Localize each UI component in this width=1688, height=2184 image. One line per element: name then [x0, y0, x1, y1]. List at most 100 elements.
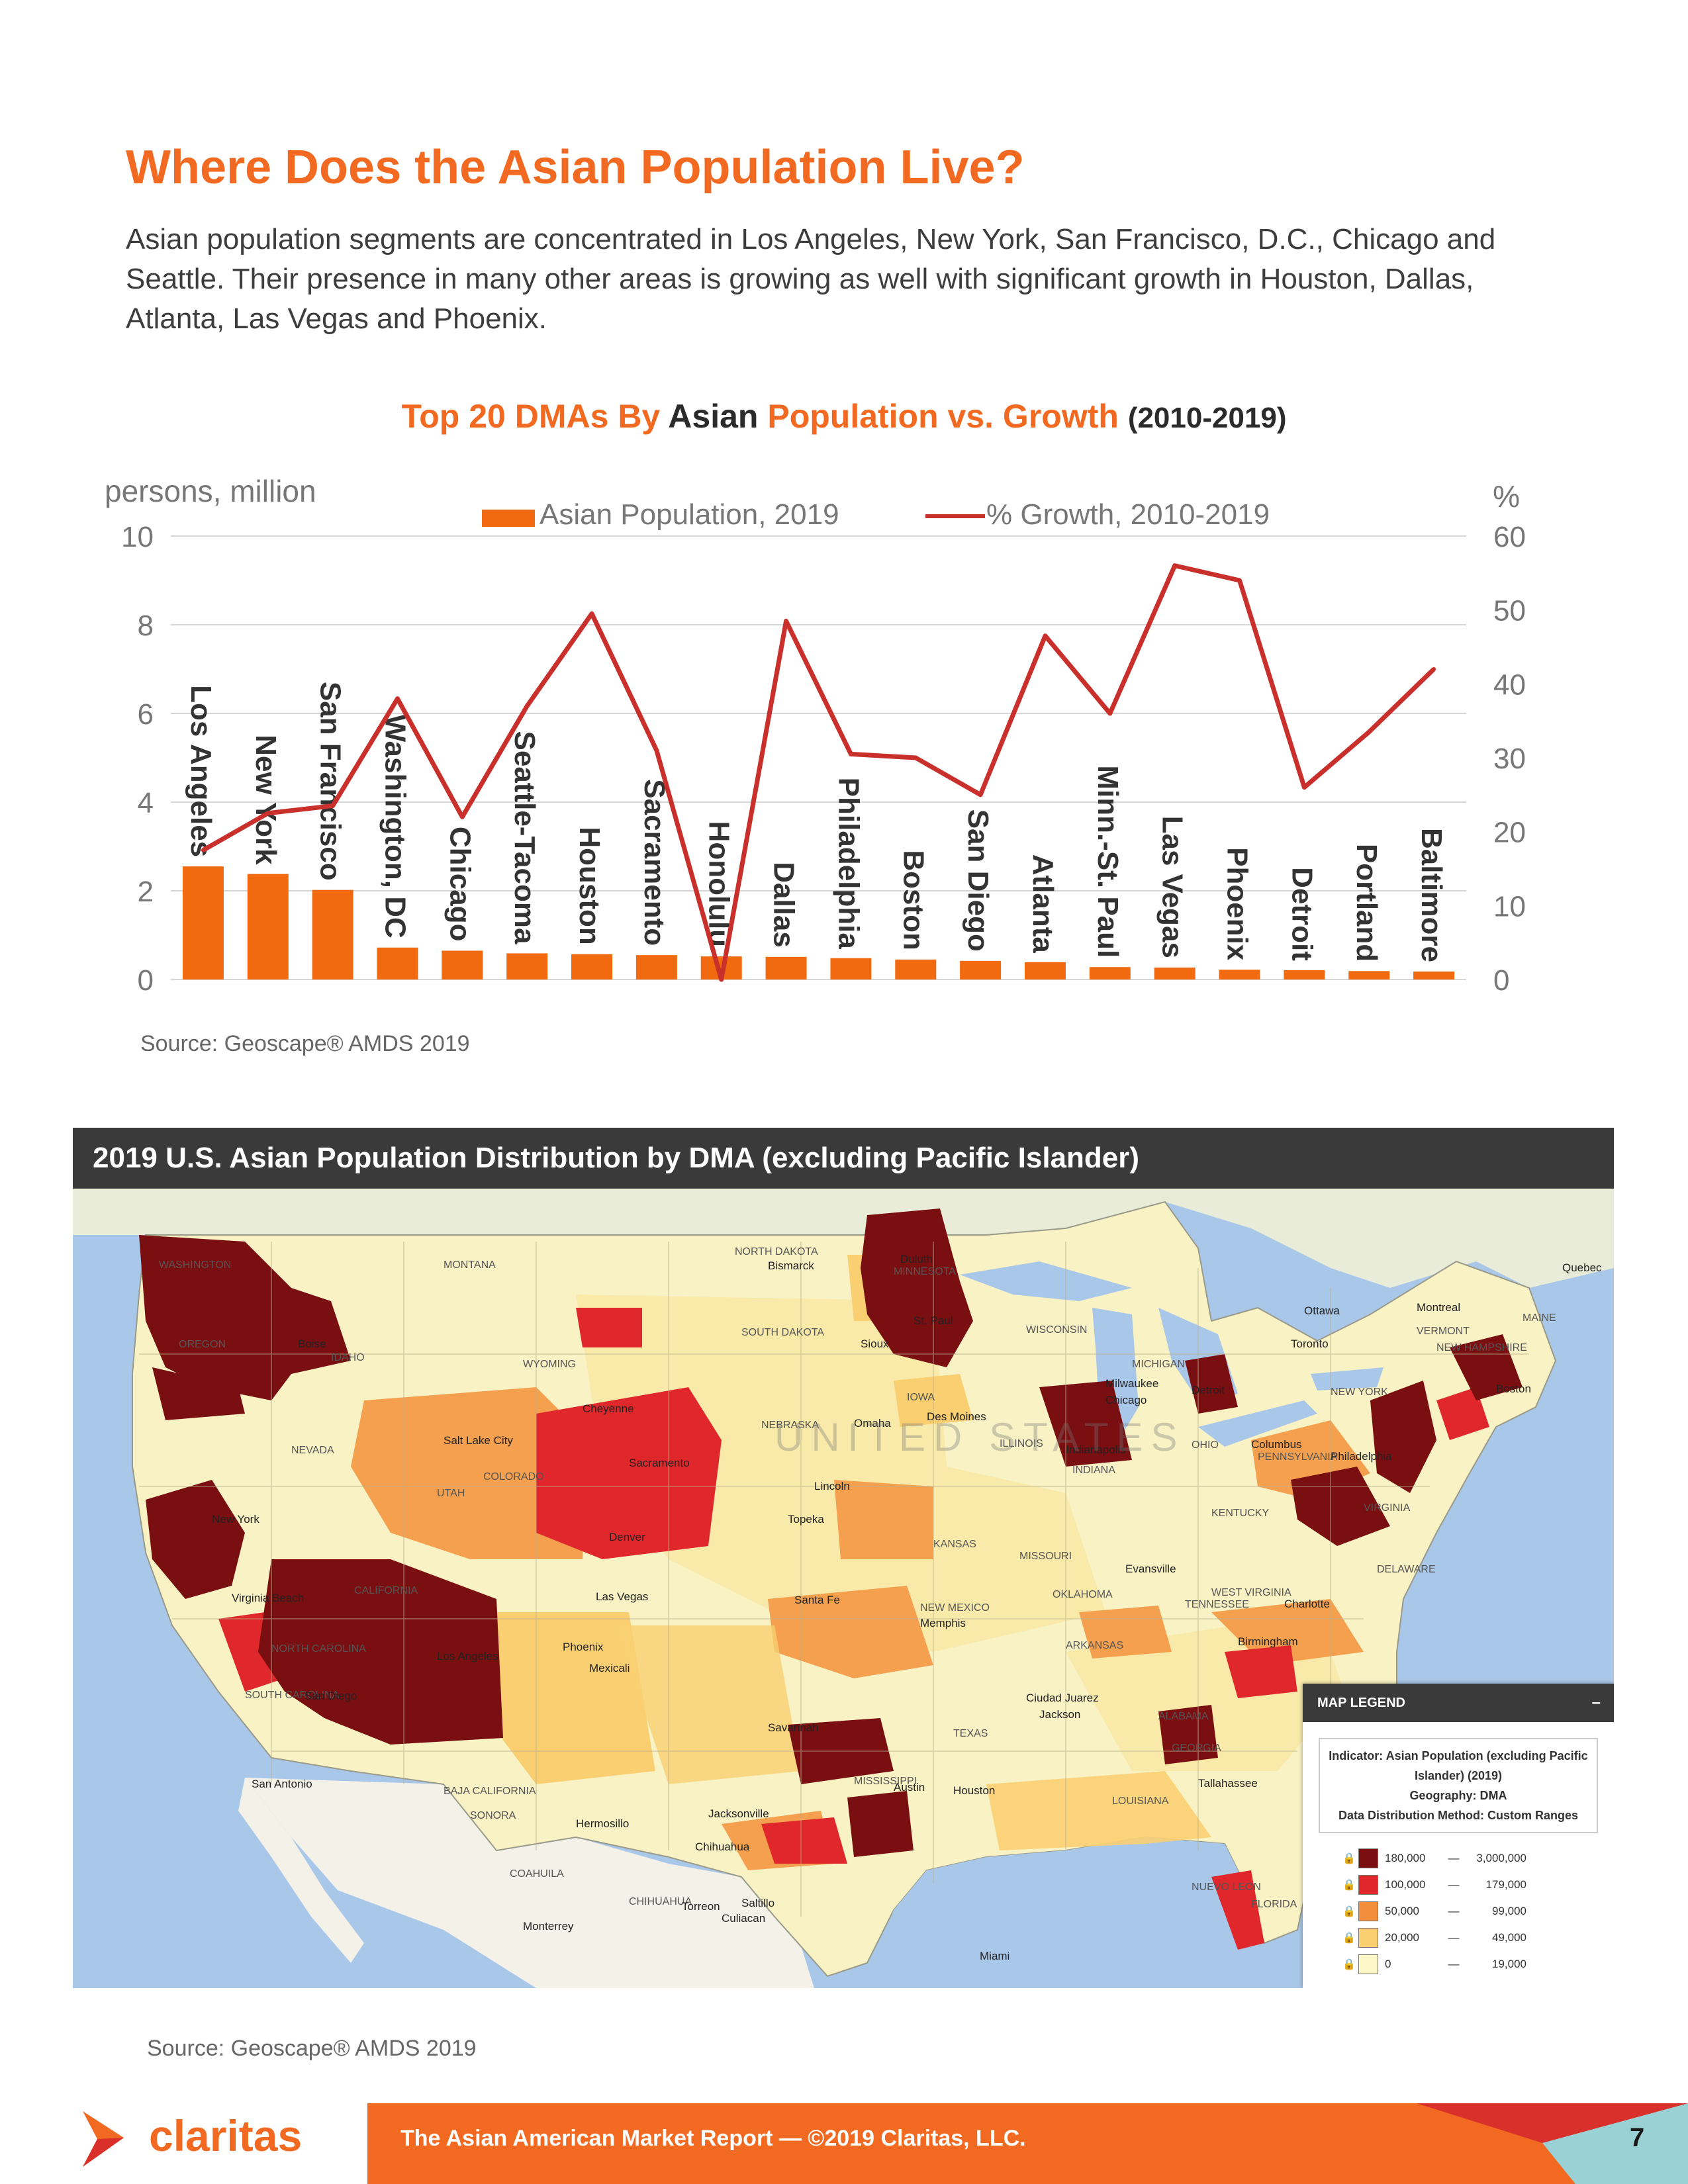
lake-superior [960, 1261, 1132, 1301]
map-region-label: NEBRASKA [761, 1420, 819, 1431]
legend-range-row: 🔒 20,000 — 49,000 [1342, 1925, 1614, 1951]
map-place-label: Quebec [1562, 1261, 1602, 1274]
map-region-label: DELAWARE [1377, 1564, 1436, 1575]
legend-range-row: 🔒 100,000 — 179,000 [1342, 1872, 1614, 1898]
map-region-label: ARKANSAS [1066, 1640, 1123, 1651]
bar-asian-population [765, 956, 807, 979]
claritas-logo[interactable]: claritas [83, 2106, 321, 2172]
map-place-label: Denver [609, 1531, 645, 1543]
region-chicago [1039, 1381, 1132, 1467]
legend-range-low: 100,000 [1385, 1878, 1426, 1891]
map-region-label: MINNESOTA [894, 1266, 956, 1277]
legend-bar-swatch [482, 510, 535, 527]
map-region-label: MISSOURI [1019, 1551, 1072, 1562]
map-region-label: ILLINOIS [1000, 1438, 1043, 1449]
map-region-label: CALIFORNIA [354, 1585, 418, 1596]
lock-icon[interactable]: 🔒 [1342, 1880, 1356, 1891]
lock-icon[interactable]: 🔒 [1342, 1959, 1356, 1970]
map-place-label: Phoenix [563, 1641, 604, 1653]
map-region-label: ALABAMA [1158, 1711, 1209, 1722]
map-panel: 2019 U.S. Asian Population Distribution … [73, 1128, 1614, 1988]
category-label: Atlanta [1027, 854, 1059, 954]
growth-point [978, 792, 983, 797]
map-region-label: TEXAS [953, 1728, 988, 1739]
lake-erie [1198, 1400, 1317, 1447]
growth-point [914, 756, 918, 760]
region-portland [152, 1367, 245, 1420]
legend-range-row: 🔒 50,000 — 99,000 [1342, 1898, 1614, 1925]
logo-mark-red [83, 2138, 124, 2167]
map-region-label: WYOMING [523, 1359, 576, 1370]
region-houston [847, 1791, 914, 1857]
map-place-label: Jacksonville [708, 1807, 769, 1820]
map-place-label: Montreal [1417, 1301, 1460, 1314]
map-region-label: WEST VIRGINIA [1211, 1587, 1291, 1598]
map-place-label: Los Angeles [437, 1650, 498, 1662]
map-place-label: Saltillo [741, 1897, 774, 1909]
category-label: Washington, DC [379, 715, 411, 938]
map-place-label: Mexicali [589, 1662, 630, 1674]
legend-range-dash: — [1448, 1931, 1460, 1944]
map-region-label: NEW YORK [1331, 1387, 1388, 1398]
gulf-of-mexico [867, 1837, 1244, 1988]
y-right-tick-label: 10 [1493, 890, 1526, 923]
dma-map[interactable]: WASHINGTON MONTANA NORTH DAKOTA Bismarck MIN… [73, 1189, 1614, 1988]
bar-asian-population [1413, 971, 1455, 979]
legend-minimize-button[interactable]: – [1591, 1694, 1601, 1711]
chart-title-part1: Top 20 DMAs By [401, 398, 669, 435]
legend-range-high: 3,000,000 [1476, 1852, 1526, 1864]
map-place-label: Salt Lake City [444, 1434, 513, 1447]
map-region-label: KANSAS [933, 1539, 976, 1550]
legend-range-row: 🔒 180,000 — 3,000,000 [1342, 1845, 1614, 1872]
region-boston [1450, 1334, 1523, 1400]
map-region-label: BAJA CALIFORNIA [444, 1786, 536, 1797]
map-place-label: Culiacan [722, 1912, 765, 1925]
map-place-label: Omaha [854, 1417, 891, 1430]
bar-asian-population [247, 874, 289, 979]
bar-asian-population [1219, 970, 1260, 979]
map-place-label: Philadelphia [1331, 1450, 1392, 1463]
region-florida [1211, 1870, 1264, 1950]
bar-asian-population [1089, 967, 1131, 979]
canada-land [73, 1189, 1614, 1288]
map-region-label: TENNESSEE [1185, 1599, 1249, 1610]
map-region-label: FLORIDA [1251, 1899, 1297, 1910]
growth-point [525, 704, 530, 708]
y-right-tick-label: 30 [1493, 743, 1526, 775]
bar-asian-population [506, 953, 548, 979]
legend-ranges: 🔒 180,000 — 3,000,000 🔒 100,000 — 179,000 🔒 50,00… [1342, 1845, 1614, 1978]
growth-point [265, 811, 270, 815]
category-label: San Diego [962, 809, 994, 952]
lock-icon[interactable]: 🔒 [1342, 1933, 1356, 1944]
legend-range-low: 20,000 [1385, 1931, 1419, 1944]
footer-band [367, 2103, 1688, 2184]
category-label: Sacramento [638, 779, 671, 946]
chart-title-part3: Population vs. Growth [758, 398, 1128, 435]
category-label: Las Vegas [1156, 816, 1189, 958]
category-label: Baltimore [1415, 828, 1448, 962]
legend-range-high: 179,000 [1485, 1878, 1526, 1891]
legend-color-swatch [1358, 1954, 1378, 1974]
category-label: Minn.-St. Paul [1092, 765, 1124, 958]
growth-point [719, 978, 724, 981]
lock-icon[interactable]: 🔒 [1342, 1853, 1356, 1864]
map-region-label: INDIANA [1072, 1465, 1115, 1476]
map-place-label: Indianapolis [1066, 1443, 1126, 1456]
map-region-label: OREGON [179, 1339, 226, 1350]
category-label: Houston [573, 827, 606, 944]
map-place-label: Miami [980, 1950, 1009, 1962]
map-source: Source: Geoscape® AMDS 2019 [147, 2036, 477, 2061]
legend-range-high: 19,000 [1492, 1958, 1526, 1970]
map-place-label: Detroit [1192, 1384, 1225, 1396]
lock-icon[interactable]: 🔒 [1342, 1906, 1356, 1917]
footer-orange-band [367, 2103, 1688, 2184]
y-left-tick-label: 6 [138, 698, 154, 731]
map-labels: WASHINGTON MONTANA NORTH DAKOTA Bismarck MIN… [159, 1246, 1602, 1962]
map-place-label: San Diego [305, 1690, 357, 1702]
growth-point [654, 748, 659, 752]
map-region-label: IDAHO [331, 1352, 365, 1363]
region-texas-tier [616, 1625, 801, 1784]
map-region-label: NEVADA [291, 1445, 334, 1456]
category-label: Los Angeles [185, 685, 217, 857]
map-place-label: Torreon [682, 1900, 720, 1913]
